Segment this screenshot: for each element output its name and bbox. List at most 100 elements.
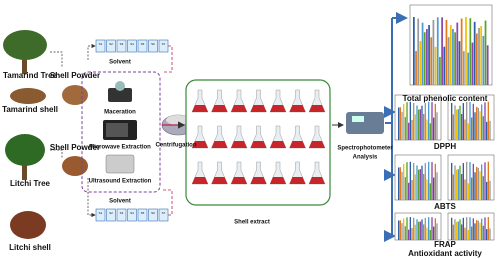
mini-bar (411, 227, 413, 240)
mini-bar (419, 41, 422, 85)
tube-label: S6 (151, 42, 155, 46)
tube-label: S4 (130, 42, 134, 46)
mini-bar (451, 217, 453, 240)
mini-bar (477, 167, 479, 200)
tube-label: S6 (151, 211, 155, 215)
mini-bar (399, 167, 401, 200)
extract-liquid (211, 177, 228, 184)
mini-bar (413, 17, 415, 85)
mini-bar (436, 223, 438, 240)
mini-bar (459, 105, 461, 140)
mini-bar (484, 20, 487, 85)
assay-label: FRAP (434, 240, 456, 249)
solvent-tube (158, 208, 169, 222)
mini-bar (401, 223, 403, 240)
mini-bar (406, 162, 408, 200)
mini-bar (417, 18, 420, 86)
extract-liquid (231, 141, 247, 148)
mini-bar (421, 219, 423, 240)
mini-bar (443, 46, 446, 85)
mini-bar (456, 109, 458, 140)
mini-bar (456, 169, 458, 200)
mini-bar (414, 174, 416, 200)
mini-bar (418, 221, 420, 240)
mini-bar (434, 218, 436, 240)
mini-bar (464, 227, 466, 240)
tube-label: S5 (141, 42, 145, 46)
mini-bar (431, 217, 433, 240)
method-label: Ultrasound Extraction (89, 179, 152, 185)
mini-bar (482, 116, 484, 140)
mini-bar (403, 164, 405, 200)
layout (3, 12, 408, 242)
mini-bar (409, 161, 411, 200)
mini-bar (489, 180, 491, 200)
mini-bar (426, 119, 428, 140)
method-label: Microwave Extraction (89, 145, 151, 151)
mini-bar (481, 164, 483, 200)
mini-bar (399, 107, 401, 140)
mini-bar (452, 114, 454, 140)
method-label: Maceration (104, 110, 136, 116)
mini-bar (428, 101, 430, 140)
mini-bar (477, 107, 479, 140)
mini-bar (413, 217, 415, 240)
extract-liquid (192, 105, 208, 112)
shell-label: Litchi shell (9, 243, 51, 252)
tube-label: S1 (99, 211, 103, 215)
mini-bar (423, 173, 425, 200)
extract-liquid (289, 141, 306, 148)
mini-bar (467, 52, 470, 85)
mini-bar (462, 103, 464, 140)
mini-bar (398, 167, 400, 200)
mini-bar (469, 18, 472, 85)
mini-bar (423, 32, 426, 85)
mini-bar (414, 224, 416, 240)
mini-bar (419, 109, 421, 140)
mini-bar (404, 177, 406, 200)
extract-liquid (270, 105, 286, 112)
powder-label: Shell Powder (50, 71, 100, 80)
mini-bar (424, 103, 426, 140)
mini-bar (414, 114, 416, 140)
extract-liquid (192, 141, 208, 148)
mini-bar (484, 102, 486, 140)
mini-bar (469, 217, 471, 240)
mini-bar (423, 224, 425, 240)
mini-bar (456, 22, 459, 85)
mini-bar (487, 101, 489, 140)
mini-bar (433, 177, 435, 200)
generated: S1 S2 S3 S4 S5 S6 S7 S1 S2 S3 S4 S5 S6 S7 (95, 4, 495, 241)
solvent-tube (148, 208, 158, 222)
mini-bar (471, 42, 474, 85)
extract-liquid (211, 141, 228, 148)
mini-bar (430, 37, 433, 85)
extract-liquid (250, 177, 267, 184)
solvent-tube (106, 208, 116, 222)
mini-bar (482, 35, 485, 85)
mini-bar (418, 169, 420, 200)
mini-bar (452, 174, 454, 200)
mini-bar (459, 219, 461, 240)
mini-bar (406, 217, 408, 240)
solvent-tube (137, 208, 148, 222)
mini-bar (426, 179, 428, 200)
mini-bar (408, 122, 410, 140)
mini-bar (454, 165, 456, 200)
mini-bar (428, 217, 430, 240)
mini-bar (451, 102, 453, 140)
mini-bar (467, 229, 469, 240)
extract-liquid (289, 177, 306, 184)
mini-bar (464, 119, 466, 140)
tree-label: Litchi Tree (10, 179, 51, 188)
mini-bar (486, 181, 488, 200)
mini-bar (451, 162, 453, 200)
mini-bar (471, 177, 473, 200)
tube-label: S4 (130, 211, 134, 215)
mini-bar (424, 217, 426, 240)
mini-bar (421, 22, 424, 85)
mini-bar (481, 218, 483, 240)
mini-bar (439, 56, 441, 85)
mini-bar (436, 112, 438, 140)
mini-bar (466, 101, 468, 140)
